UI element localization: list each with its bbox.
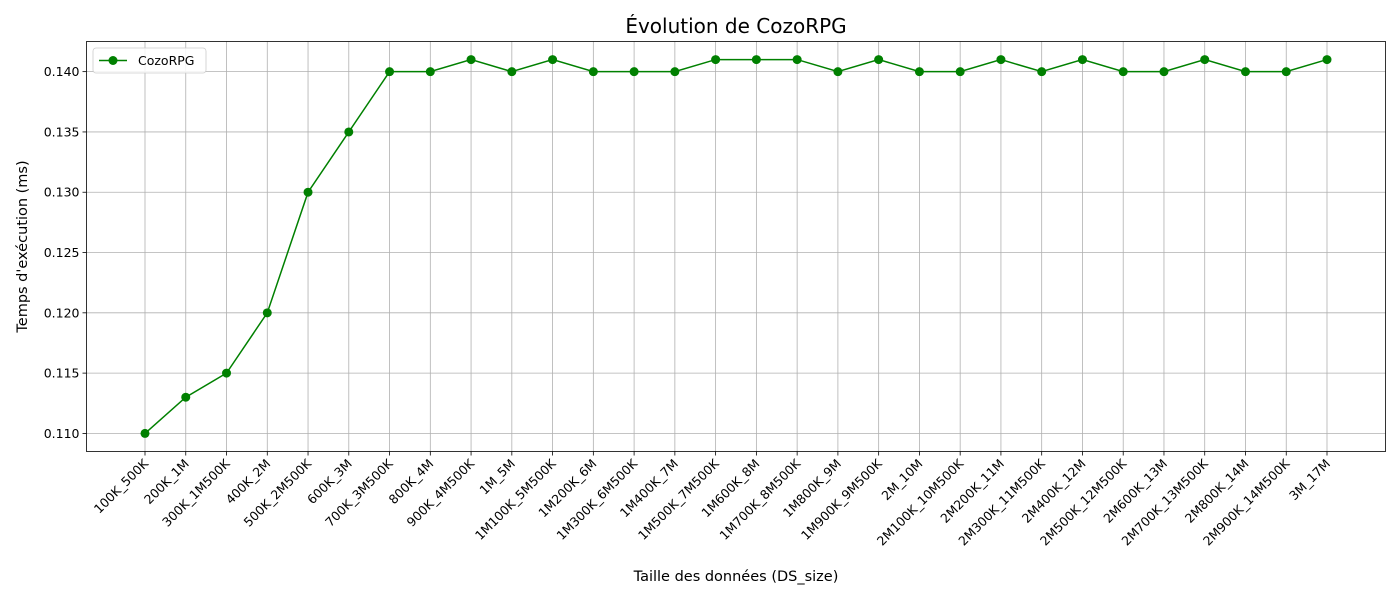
y-tick-label: 0.110	[44, 426, 80, 441]
chart-title: Évolution de CozoRPG	[625, 14, 846, 38]
data-point	[1200, 55, 1210, 65]
data-point	[711, 55, 721, 65]
y-tick-label: 0.115	[44, 366, 80, 381]
data-point	[507, 67, 517, 77]
data-point	[955, 67, 965, 77]
data-point	[1118, 67, 1128, 77]
legend-marker-sample	[108, 56, 118, 65]
x-axis-ticks: 100K_500K200K_1M300K_1M500K400K_2M500K_2…	[91, 451, 1333, 549]
y-tick-label: 0.140	[44, 64, 80, 79]
y-tick-label: 0.125	[44, 245, 80, 260]
series-line-cozorpg	[144, 58, 1328, 434]
x-tick-label: 3M_17M	[1286, 456, 1333, 503]
series-plot	[140, 55, 1332, 438]
legend-entry-cozorpg: CozoRPG	[138, 53, 195, 68]
data-point	[914, 67, 924, 77]
data-point	[874, 55, 884, 65]
legend-box	[92, 47, 207, 74]
y-tick-label: 0.135	[44, 124, 80, 139]
data-point	[181, 392, 191, 402]
y-axis-ticks: 0.110 0.115 0.120 0.125 0.130 0.135 0.140	[44, 64, 87, 441]
data-point	[670, 67, 680, 77]
data-point	[222, 368, 232, 378]
x-tick-label: 100K_500K	[91, 455, 152, 516]
data-point	[1037, 67, 1047, 77]
data-point	[1281, 67, 1291, 77]
y-axis-label: Temps d'exécution (ms)	[15, 160, 31, 333]
data-point	[792, 55, 802, 65]
data-point	[833, 67, 843, 77]
data-point	[303, 187, 313, 197]
plot-frame	[86, 41, 1386, 452]
data-point	[344, 127, 354, 137]
y-tick-label: 0.120	[44, 305, 80, 320]
data-point	[1240, 67, 1250, 77]
data-point	[1159, 67, 1169, 77]
data-point	[385, 67, 395, 77]
data-point	[466, 55, 476, 65]
data-point	[996, 55, 1006, 65]
data-point	[548, 55, 558, 65]
data-point	[1322, 55, 1332, 65]
data-point	[1077, 55, 1087, 65]
y-tick-label: 0.130	[44, 185, 80, 200]
data-point	[588, 67, 598, 77]
data-point	[262, 308, 272, 318]
data-point	[629, 67, 639, 77]
x-axis-label: Taille des données (DS_size)	[633, 569, 839, 585]
data-point	[425, 67, 435, 77]
grid	[86, 41, 1386, 452]
data-point	[140, 428, 150, 438]
data-point	[751, 55, 761, 65]
legend: CozoRPG	[92, 47, 207, 74]
